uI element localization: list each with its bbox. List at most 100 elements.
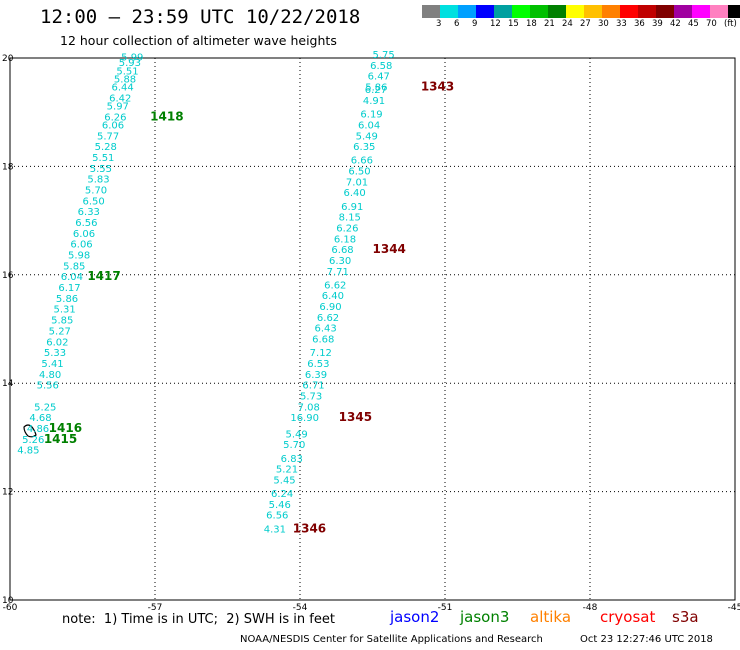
swh-value-label: 6.06 [73, 229, 95, 240]
swh-value-label: 6.30 [329, 256, 351, 267]
legend-label: 3 [436, 19, 442, 29]
legend-label: 42 [670, 19, 681, 29]
swh-value-label: 7.08 [298, 402, 320, 413]
swh-value-label: 6.17 [58, 283, 80, 294]
swh-value-label: 6.50 [83, 196, 105, 207]
swh-value-label: 6.39 [305, 370, 327, 381]
legend-label: 12 [490, 19, 501, 29]
swh-value-label: 6.27 [365, 85, 387, 96]
swh-value-label: 4.85 [17, 446, 39, 457]
swh-value-label: 6.62 [317, 313, 339, 324]
swh-value-label: 6.53 [307, 359, 329, 370]
legend-label: 15 [508, 19, 519, 29]
swh-value-label: 6.62 [324, 280, 346, 291]
legend-label: 6 [454, 19, 460, 29]
swh-value-label: 6.06 [102, 120, 124, 131]
swh-value-label: 5.26 [22, 435, 44, 446]
swh-value-label: 16.90 [290, 413, 319, 424]
color-legend: 3 6 9 12 15 18 21 24 27 30 33 36 39 42 45 70 (ft) [422, 5, 740, 32]
swh-value-label: 5.45 [273, 475, 295, 486]
swh-value-label: 5.41 [41, 359, 63, 370]
swh-value-label: 6.68 [312, 335, 334, 346]
swh-value-label: 6.68 [331, 245, 353, 256]
swh-value-label: 6.66 [351, 156, 373, 167]
y-tick-label: 12 [2, 488, 13, 498]
swh-value-label: 5.73 [300, 391, 322, 402]
legend-label: 70 [706, 19, 717, 29]
legend-swatch [512, 5, 530, 18]
swh-value-label: 6.06 [70, 240, 92, 251]
pass-number-label: 1343 [421, 80, 454, 94]
legend-swatch [422, 5, 440, 18]
legend-swatch [566, 5, 584, 18]
legend-swatch [494, 5, 512, 18]
pass-number-label: 1418 [150, 109, 183, 123]
swh-value-label: 5.77 [97, 131, 119, 142]
pass-number-label: 1416 [49, 421, 82, 435]
satellite-label-altika: altika [530, 608, 572, 626]
x-tick-label: -60 [3, 603, 18, 613]
swh-value-label: 4.86 [27, 424, 49, 435]
swh-value-label: 5.70 [283, 440, 305, 451]
legend-label: 9 [472, 19, 478, 29]
swh-value-label: 6.44 [112, 83, 134, 94]
swh-value-label: 7.01 [346, 177, 368, 188]
swh-value-label: 5.56 [37, 381, 59, 392]
generated-time: Oct 23 12:27:46 UTC 2018 [580, 634, 713, 645]
x-tick-label: -57 [148, 603, 163, 613]
swh-value-label: 5.88 [114, 74, 136, 85]
swh-value-label: 6.04 [61, 272, 83, 283]
pass-number-label: 1345 [339, 410, 372, 424]
legend-swatch [692, 5, 710, 18]
pass-number-label: 1417 [87, 269, 120, 283]
swh-value-label: 6.58 [370, 61, 392, 72]
swh-value-label: 6.47 [368, 72, 390, 83]
legend-swatch [602, 5, 620, 18]
swh-value-label: 6.71 [302, 381, 324, 392]
satellite-label-jason3: jason3 [460, 608, 510, 626]
satellite-label-jason2: jason2 [390, 608, 440, 626]
swh-value-label: 4.31 [264, 524, 286, 535]
swh-value-label: 6.24 [271, 489, 293, 500]
swh-value-label: 5.51 [92, 153, 114, 164]
swh-value-label: 5.98 [68, 251, 90, 262]
legend-swatch [656, 5, 674, 18]
swh-value-label: 5.27 [49, 326, 71, 337]
swh-value-label: 6.02 [46, 337, 68, 348]
swh-value-label: 6.19 [360, 110, 382, 121]
satellite-label-cryosat: cryosat [600, 608, 656, 626]
swh-value-label: 4.80 [39, 370, 61, 381]
legend-swatch [476, 5, 494, 18]
x-tick-label: -51 [438, 603, 453, 613]
legend-swatch [728, 5, 740, 18]
swh-value-label: 6.43 [315, 324, 337, 335]
swh-value-label: 6.83 [281, 454, 303, 465]
swh-value-label: 7.71 [327, 267, 349, 278]
swh-value-label: 6.04 [358, 120, 380, 131]
swh-value-label: 6.56 [75, 218, 97, 229]
legend-swatch [458, 5, 476, 18]
swh-value-label: 5.21 [276, 465, 298, 476]
swh-value-label: 5.86 [56, 294, 78, 305]
legend-swatch [584, 5, 602, 18]
y-tick-label: 10 [2, 596, 14, 606]
x-tick-label: -54 [293, 603, 308, 613]
swh-value-label: 5.97 [107, 101, 129, 112]
legend-label: 27 [580, 19, 591, 29]
legend-labels: 3 6 9 12 15 18 21 24 27 30 33 36 39 42 45 70 (ft) [422, 18, 740, 32]
legend-swatch [548, 5, 566, 18]
coastline-outline [23, 424, 37, 438]
swh-value-label: 6.91 [341, 202, 363, 213]
swh-value-label: 6.56 [266, 511, 288, 522]
swh-value-label: 5.31 [54, 305, 76, 316]
swh-value-label: 6.42 [109, 93, 131, 104]
legend-swatch [620, 5, 638, 18]
swh-value-label: 5.46 [269, 500, 291, 511]
legend-swatch [440, 5, 458, 18]
y-tick-label: 14 [2, 379, 14, 389]
legend-color-bar [422, 5, 740, 18]
swh-value-label: 5.75 [373, 50, 395, 61]
swh-value-label: 4.68 [29, 413, 51, 424]
